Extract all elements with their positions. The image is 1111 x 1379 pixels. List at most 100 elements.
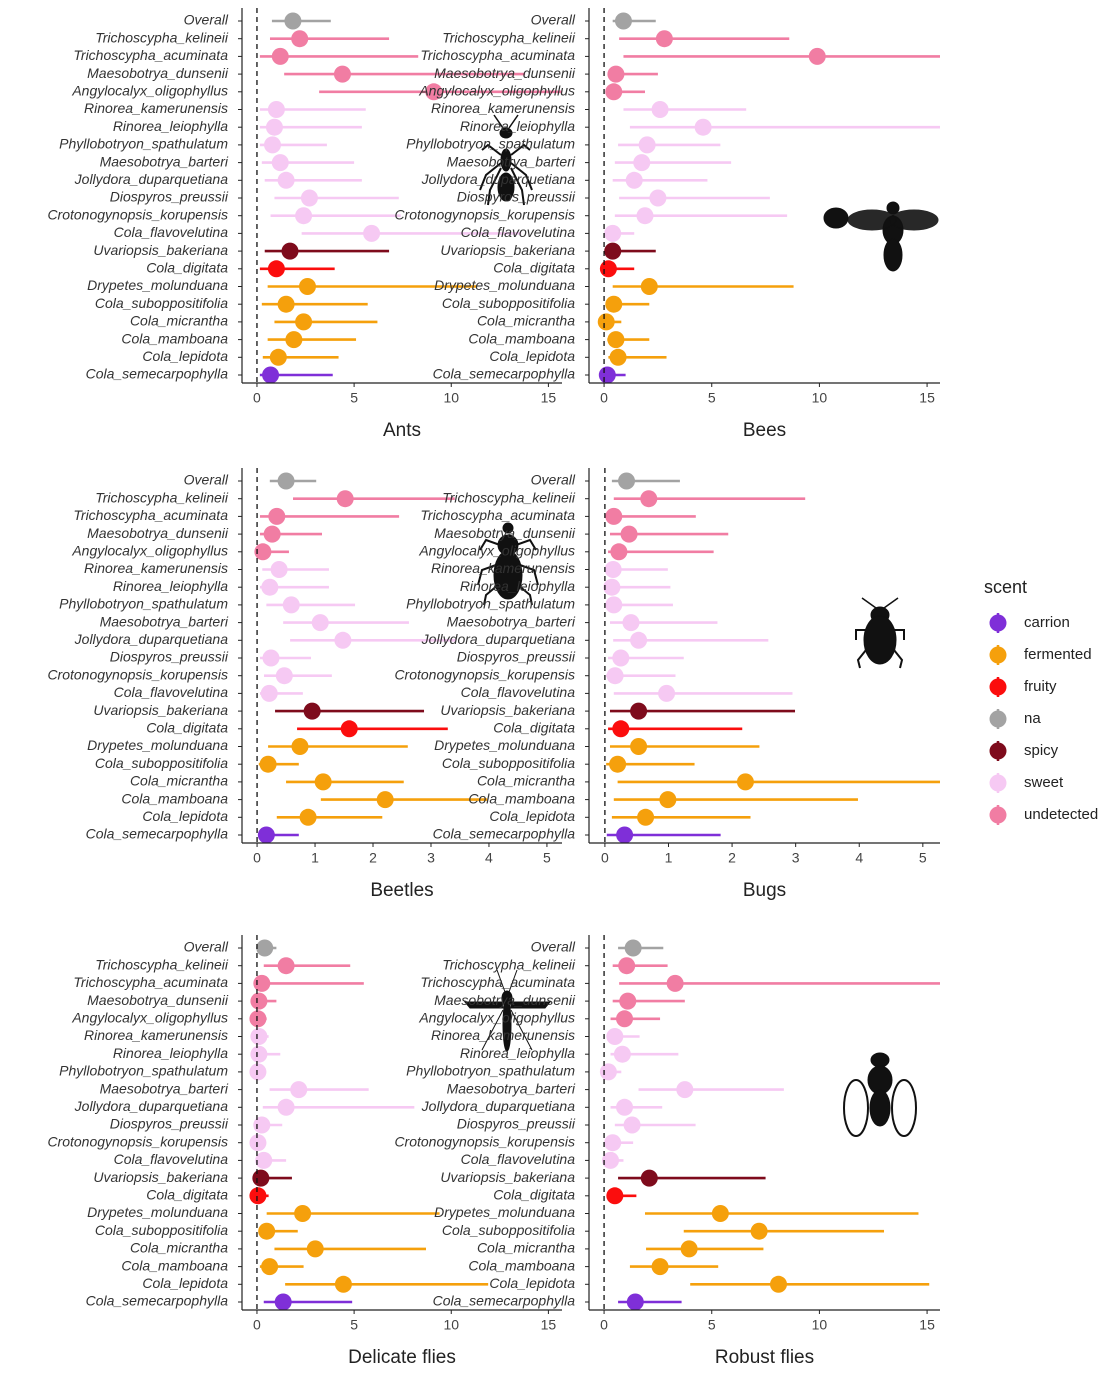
point [277, 295, 295, 313]
category-label: Rinorea_leiophylla [113, 1045, 228, 1061]
point [605, 295, 623, 313]
category-label: Drypetes_molunduana [87, 1204, 228, 1220]
point [736, 773, 754, 791]
category-label: Cola_suboppositifolia [95, 1222, 228, 1238]
category-label: Cola_semecarpophylla [86, 366, 229, 382]
category-label: Uvariopsis_bakeriana [93, 702, 228, 718]
point [336, 490, 354, 508]
category-label: Cola_lepidota [489, 1275, 575, 1291]
point [769, 1275, 787, 1293]
point [334, 631, 352, 649]
point [303, 702, 321, 720]
legend-swatch [989, 710, 1007, 728]
category-label: Cola_micrantha [477, 313, 575, 329]
category-label: Cola_micrantha [130, 773, 228, 789]
point [252, 1169, 270, 1187]
category-label: Rinorea_kamerunensis [431, 560, 575, 576]
category-label: Drypetes_molunduana [87, 277, 228, 293]
point [268, 507, 286, 525]
x-tick-label: 3 [792, 850, 800, 866]
x-tick-label: 0 [253, 1317, 261, 1333]
point [604, 561, 622, 578]
x-tick-label: 2 [728, 850, 736, 866]
point [261, 578, 279, 596]
category-label: Uvariopsis_bakeriana [93, 1169, 228, 1185]
point [604, 242, 622, 260]
legend-label: fruity [1024, 678, 1057, 695]
point [630, 631, 648, 649]
category-label: Crotonogynopsis_korupensis [47, 206, 228, 222]
category-label: Cola_lepidota [142, 348, 228, 364]
point [311, 614, 329, 632]
category-label: Cola_mamboana [121, 1257, 228, 1273]
point [261, 1258, 279, 1276]
category-label: Rinorea_kamerunensis [431, 100, 575, 116]
x-tick-label: 5 [350, 1317, 358, 1333]
category-label: Maesobotrya_barteri [447, 1080, 576, 1096]
x-tick-label: 5 [708, 1317, 716, 1333]
point [750, 1222, 768, 1240]
category-label: Cola_digitata [146, 720, 228, 736]
category-label: Crotonogynopsis_korupensis [394, 1133, 575, 1149]
category-label: Phyllobotryon_spathulatum [59, 1063, 228, 1079]
legend-swatch [989, 678, 1007, 696]
x-tick-label: 15 [919, 1317, 935, 1333]
category-label: Diospyros_preussii [457, 1116, 576, 1132]
x-tick-label: 0 [600, 390, 608, 406]
point [680, 1240, 698, 1258]
point [606, 1028, 624, 1045]
category-label: Trichoscypha_acuminata [420, 507, 575, 523]
point [277, 472, 295, 490]
x-tick-label: 5 [350, 390, 358, 406]
category-label: Cola_semecarpophylla [86, 826, 229, 842]
point [626, 1293, 644, 1310]
insect-icons [463, 114, 939, 1137]
category-label: Trichoscypha_acuminata [73, 974, 228, 990]
point [259, 755, 277, 773]
point [614, 12, 632, 30]
point [619, 992, 637, 1010]
panel [597, 12, 940, 383]
category-label: Overall [184, 12, 229, 28]
category-label: Drypetes_molunduana [434, 277, 575, 293]
point [271, 47, 289, 65]
point [425, 83, 443, 101]
point [658, 684, 676, 702]
category-label: Cola_lepidota [142, 1275, 228, 1291]
category-label: Trichoscypha_kelineii [442, 29, 576, 45]
point [298, 278, 316, 295]
category-label: Rinorea_kamerunensis [84, 100, 228, 116]
category-label: Cola_flavovelutina [114, 224, 229, 240]
category-label: Maesobotrya_barteri [100, 1080, 229, 1096]
point [306, 1240, 324, 1258]
category-label: Cola_semecarpophylla [433, 366, 576, 382]
category-label: Cola_mamboana [121, 790, 228, 806]
mosquito-icon [463, 969, 552, 1052]
point [636, 207, 654, 225]
category-label: Trichoscypha_kelineii [442, 489, 576, 505]
category-label: Angylocalyx_oligophyllus [418, 1010, 575, 1026]
point [597, 313, 615, 331]
category-label: Cola_flavovelutina [114, 1151, 229, 1167]
category-label: Cola_suboppositifolia [442, 295, 575, 311]
category-label: Crotonogynopsis_korupensis [394, 206, 575, 222]
point [340, 720, 358, 738]
x-axis-label: Bees [743, 420, 786, 441]
x-tick-label: 4 [855, 850, 863, 866]
category-label: Cola_micrantha [130, 1240, 228, 1256]
point [622, 614, 640, 632]
category-label: Cola_semecarpophylla [433, 826, 576, 842]
point [655, 30, 673, 48]
category-label: Maesobotrya_barteri [447, 153, 576, 169]
point [651, 1258, 669, 1276]
point [616, 1010, 634, 1028]
category-label: Maesobotrya_dunsenii [87, 992, 229, 1008]
point [253, 974, 271, 992]
bug-icon [855, 597, 905, 669]
panel [603, 472, 940, 843]
category-label: Phyllobotryon_spathulatum [406, 1063, 575, 1079]
category-label: Cola_mamboana [468, 790, 575, 806]
point [618, 957, 636, 975]
point [256, 939, 274, 957]
legend-label: sweet [1024, 774, 1064, 791]
